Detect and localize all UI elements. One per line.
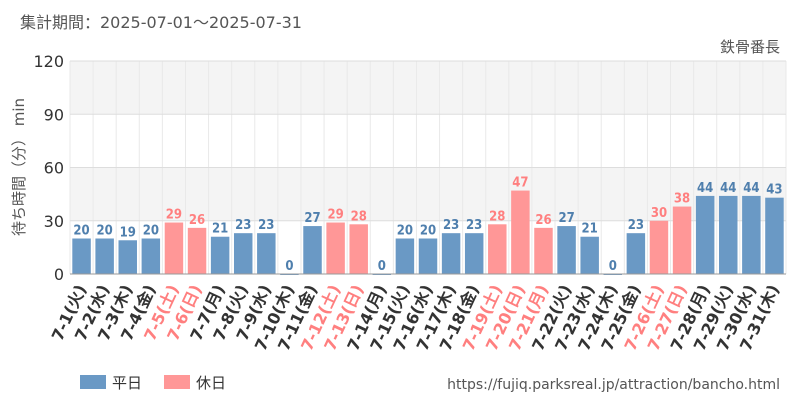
bar [303,226,322,274]
bar [118,240,137,274]
bar-value-label: 27 [304,211,320,226]
source-url: https://fujiq.parksreal.jp/attraction/ba… [447,377,780,393]
bar-value-label: 43 [766,183,782,198]
bar [511,190,530,274]
bar-value-label: 44 [743,181,759,196]
bar [649,220,669,274]
bar [257,233,276,274]
attraction-name: 鉄骨番長 [720,38,780,56]
bar-value-label: 28 [489,209,505,224]
bar-value-label: 21 [582,222,598,237]
bar [672,206,692,274]
y-tick-label: 0 [54,265,64,284]
bar [95,238,114,274]
bar [488,224,507,274]
legend: 平日 休日 [80,374,226,392]
bar [326,222,345,274]
bar [72,238,91,274]
bar-value-label: 21 [212,222,228,237]
bar [395,238,415,274]
bar-value-label: 26 [189,213,205,228]
y-tick-label: 120 [33,52,64,71]
bar-value-label: 23 [466,218,482,233]
bar [626,233,646,274]
bar [349,224,368,274]
bar [765,197,784,274]
bar [719,195,738,274]
bar [534,227,553,274]
bar-value-label: 29 [166,208,182,223]
plot-area: 0306090120207-1(火)207-2(水)197-3(木)207-4(… [33,52,787,354]
legend-label-holiday: 休日 [196,374,226,392]
legend-swatch-weekday [80,375,106,389]
bar [141,238,161,274]
bar-value-label: 27 [558,211,574,226]
bar-value-label: 26 [535,213,551,228]
bar-value-label: 19 [120,225,136,240]
bar [742,195,761,274]
bar-value-label: 29 [327,208,343,223]
bar [164,222,184,274]
bar-value-label: 38 [674,192,690,207]
bar-value-label: 23 [443,218,459,233]
bar [557,226,576,274]
bar-value-label: 0 [285,259,293,274]
bar [210,236,230,274]
bar-value-label: 44 [697,181,713,196]
bar [464,233,484,274]
bar [580,236,599,274]
bar-value-label: 0 [609,259,617,274]
y-tick-label: 60 [44,159,64,178]
bar-value-label: 20 [397,224,413,239]
bar [418,238,438,274]
y-tick-label: 30 [44,212,64,231]
bar-value-label: 30 [651,206,667,221]
bar-value-label: 20 [73,224,89,239]
y-tick-label: 90 [44,105,64,124]
grid-band [70,61,786,115]
bar-value-label: 23 [628,218,644,233]
bar-value-label: 0 [378,259,386,274]
legend-label-weekday: 平日 [112,374,142,392]
bar [187,227,207,274]
grid-band [70,167,786,221]
bar-value-label: 28 [351,209,367,224]
bar-value-label: 47 [512,176,528,191]
bar-value-label: 44 [720,181,736,196]
bar [233,233,253,274]
bar-value-label: 20 [143,224,159,239]
bar-value-label: 20 [420,224,436,239]
bar-value-label: 23 [235,218,251,233]
period-label: 集計期間：2025-07-01～2025-07-31 [20,13,302,32]
bar [695,195,715,274]
bar-value-label: 20 [97,224,113,239]
legend-swatch-holiday [164,375,190,389]
bar-value-label: 23 [258,218,274,233]
bar [441,233,461,274]
y-axis-label: 待ち時間（分） min [10,98,28,236]
